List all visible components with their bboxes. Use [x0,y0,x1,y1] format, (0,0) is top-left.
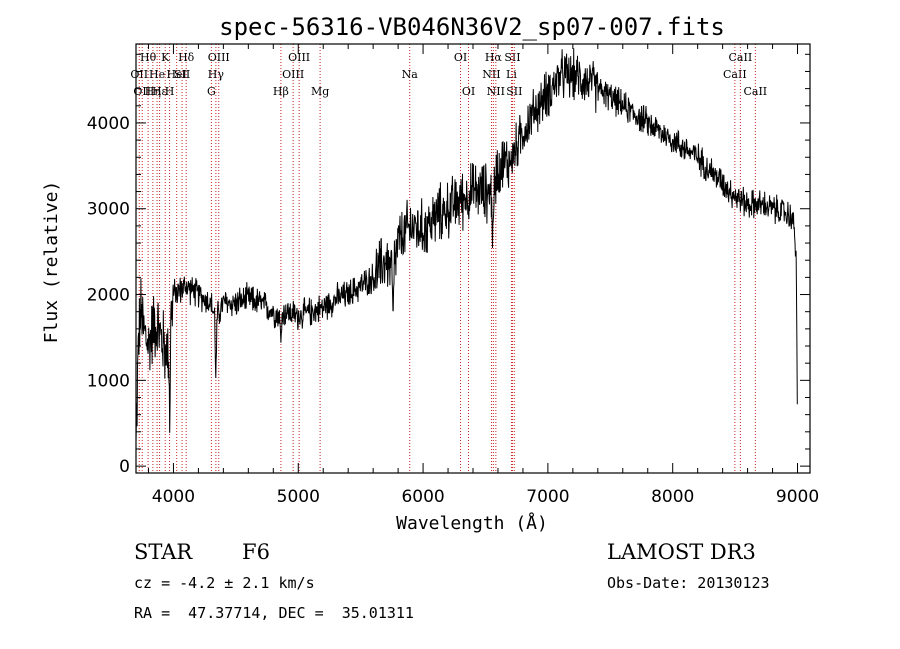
emission-line-label: NII [487,85,505,98]
plot-frame [135,43,811,474]
spectrum-line [135,48,798,442]
emission-line-label: CaII [723,68,747,81]
emission-line-label: SII [174,68,190,81]
y-tick-label: 3000 [87,200,130,220]
emission-line-markers: OIIOIIHθHηHeHεKHHeIHδSIIGHγOIIIHβOIIIOII… [130,44,767,473]
emission-line-label: OII [130,68,148,81]
y-tick-label: 0 [119,457,130,477]
x-tick-label: 6000 [401,487,444,507]
x-tick-label: 5000 [277,487,320,507]
observation-date: Obs-Date: 20130123 [607,574,770,592]
x-tick-label: 8000 [651,487,694,507]
survey-name: LAMOST DR3 [607,540,756,564]
emission-line-label: CaII [743,85,767,98]
emission-line-label: OIII [282,68,304,81]
object-subclass: F6 [242,540,270,564]
emission-line-label: Hη [145,85,161,98]
emission-line-label: NII [482,68,500,81]
emission-line-label: G [207,85,216,98]
emission-line-label: Hβ [273,85,289,98]
emission-line-label: Hα [485,51,503,64]
emission-line-label: Hδ [178,51,195,64]
object-class: STAR [134,540,193,564]
emission-line-label: Hε [152,85,168,98]
emission-line-label: Hθ [140,51,157,64]
x-axis-label: Wavelength (Å) [396,512,548,534]
emission-line-label: SII [504,51,520,64]
emission-line-label: Mg [311,85,329,98]
axis-ticks: 4000 5000 6000 7000 8000 9000 0 1000 2000 3000 400… [87,44,819,507]
emission-line-label: Hγ [208,68,225,81]
redshift-readout: cz = -4.2 ± 2.1 km/s [134,574,315,592]
emission-line-label: K [161,51,170,64]
x-tick-label: 4000 [152,487,195,507]
emission-line-label: Na [402,68,419,81]
emission-line-label: Li [506,68,517,81]
emission-line-label: H [165,85,175,98]
emission-line-label: OIII [288,51,310,64]
emission-line-label: SII [506,85,522,98]
emission-line-label: OIII [208,51,230,64]
x-tick-label: 9000 [776,487,819,507]
chart-title: spec-56316-VB046N36V2_sp07-007.fits [219,13,725,41]
y-tick-label: 4000 [87,114,130,134]
emission-line-label: He [149,68,165,81]
y-tick-label: 1000 [87,371,130,391]
emission-line-label: OI [462,85,475,98]
emission-line-label: CaII [729,51,753,64]
emission-line-label: OI [454,51,467,64]
y-axis-label: Flux (relative) [41,181,62,344]
coordinates-readout: RA = 47.37714, DEC = 35.01311 [134,604,414,622]
y-tick-label: 2000 [87,286,130,306]
x-tick-label: 7000 [526,487,569,507]
